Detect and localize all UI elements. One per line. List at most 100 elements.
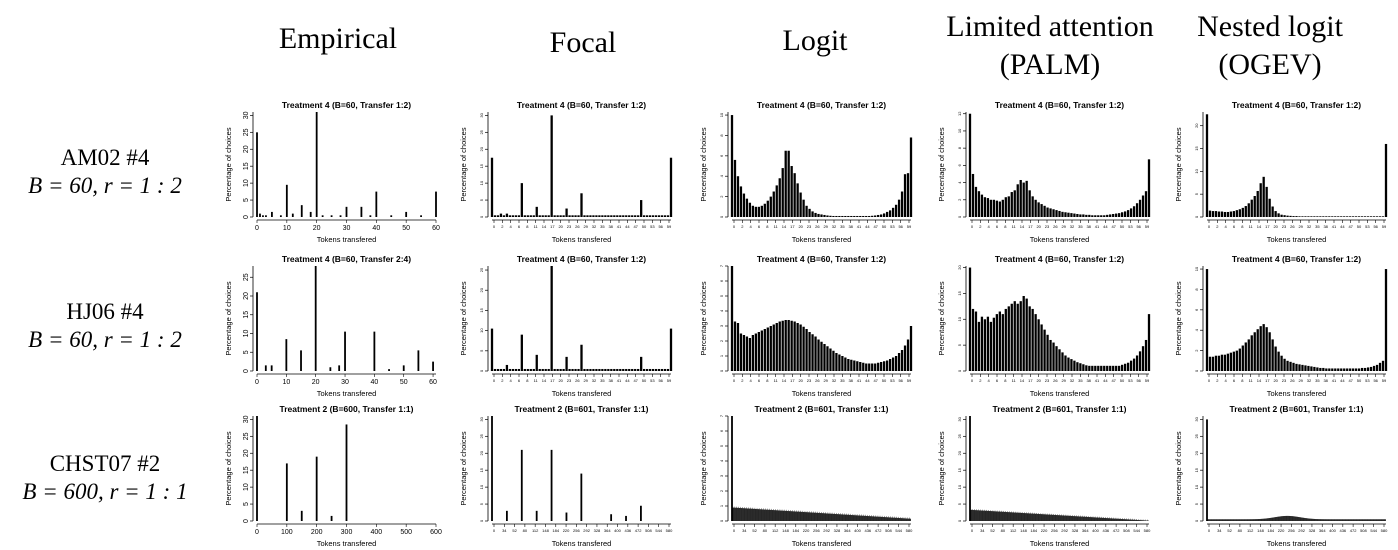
bar [491,416,493,521]
x-tick-label: 32 [1070,378,1075,383]
y-tick-label: 5 [243,502,250,506]
x-tick-label: 53 [1128,378,1133,383]
bar [1147,314,1151,371]
x-tick-label: 580 [906,528,913,533]
x-tick-label: 38 [848,224,853,229]
bar [1109,214,1112,217]
y-tick-label: 15 [1194,146,1199,151]
bar [1232,211,1235,217]
bar [745,198,749,217]
x-tick-label: 23 [567,378,572,383]
y-tick-label: 10 [479,328,484,333]
x-tick-label: 47 [1111,224,1116,229]
bar [1013,190,1016,217]
x-tick-label: 34 [1217,528,1222,533]
x-tick-label: 23 [1282,378,1287,383]
y-axis-label: Percentage of choices [699,431,708,505]
x-tick-label: 29 [823,224,828,229]
bar [315,456,318,521]
bar [980,316,984,371]
bar [1073,213,1076,217]
bar [775,323,778,371]
bar [1271,206,1274,217]
bar [986,316,990,371]
bar [1360,367,1364,371]
bar [883,361,886,371]
bar [1007,196,1010,217]
x-tick-label: 20 [798,378,803,383]
bar [1381,360,1385,371]
y-tick-label: 15 [479,467,484,472]
y-tick-label: 2 [1194,349,1199,352]
bar [628,368,631,371]
y-tick-label: 15 [243,311,250,319]
y-tick-label: 0 [719,369,724,372]
bar [1223,211,1227,217]
bar [1313,366,1316,371]
y-axis-label: Percentage of choices [459,127,468,201]
bar [888,210,892,217]
bar [1217,355,1221,371]
bar [1358,368,1361,371]
bar [826,215,829,217]
bar [279,215,282,217]
y-tick-label: 10 [1194,484,1199,489]
bar [781,168,784,217]
bar [1250,335,1253,371]
bar [417,350,420,371]
x-tick-label: 400 [614,528,621,533]
bar [1259,326,1262,371]
y-tick-label: 4 [719,174,724,177]
y-tick-label: 1 [719,504,724,507]
bar [1253,332,1256,371]
bar [1055,346,1058,371]
bar [799,192,802,217]
bar [1103,215,1106,217]
bar [802,326,805,371]
x-tick-label: 14 [1020,378,1025,383]
bar-series [730,266,913,371]
bar [1241,345,1244,371]
bar [1334,368,1337,371]
bar [1055,210,1058,217]
bar [432,361,434,371]
x-tick-label: 59 [1382,378,1387,383]
bar [900,350,904,371]
bar [654,215,658,217]
bar [373,331,376,371]
x-tick-label: 6 [518,378,521,383]
x-tick-label: 148 [1020,528,1027,533]
bar [1064,355,1067,371]
y-tick-label: 25 [479,267,484,272]
x-tick-label: 6 [1233,224,1236,229]
bar [1067,212,1070,217]
bar [1067,357,1070,371]
bar [541,368,544,371]
bar [1123,363,1127,371]
x-tick-label: 14 [1020,224,1025,229]
x-tick-label: 544 [895,528,902,533]
bar-series [256,112,437,217]
bar [520,449,523,521]
x-tick-label: 20 [798,224,803,229]
x-axis-label: Tokens transfered [1030,235,1090,244]
y-tick-label: 5 [719,444,724,447]
bar [760,205,763,217]
chart-svg: Treatment 2 (B=601, Transfer 1:1) 0 5 10 15 2… [459,404,673,548]
bar [640,356,643,371]
chart-title: Treatment 4 (B=60, Transfer 1:2) [757,254,886,264]
x-tick-label: 8 [1241,224,1244,229]
y-tick-label: 15 [479,307,484,312]
bar [610,368,613,371]
x-tick-label: 38 [608,378,613,383]
x-tick-label: 2 [979,378,982,383]
bar [897,353,901,371]
bar [660,368,664,371]
bar [532,368,535,371]
x-tick-label: 44 [1103,224,1108,229]
bar [523,215,526,217]
x-tick-label: 0 [733,224,736,229]
bar [1366,216,1370,217]
x-tick-label: 23 [807,378,812,383]
y-tick-label: 5 [719,294,724,297]
